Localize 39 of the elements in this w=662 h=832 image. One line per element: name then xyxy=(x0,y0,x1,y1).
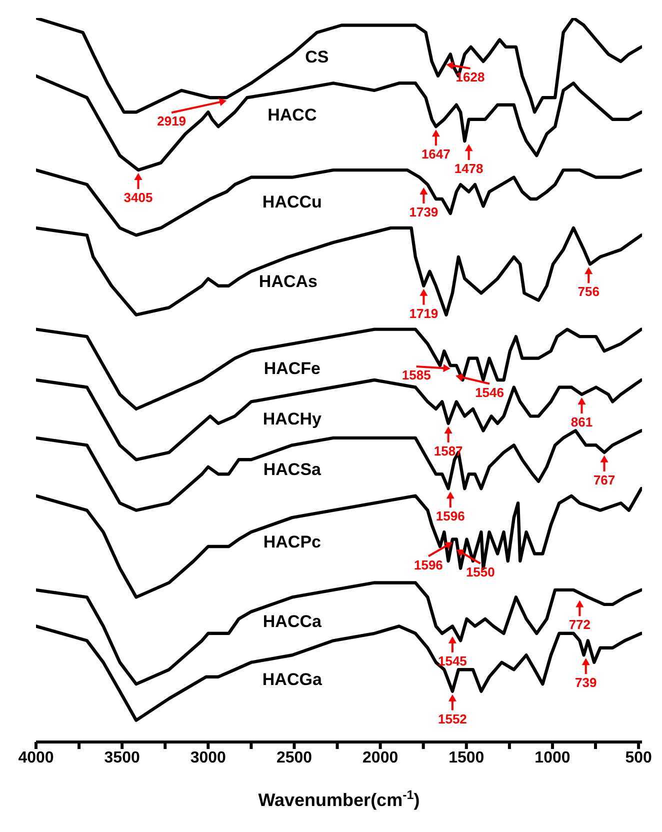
annotation: 1478 xyxy=(454,161,484,176)
annotation: 1545 xyxy=(438,653,467,668)
series-label: HACAs xyxy=(258,272,318,291)
x-tick-label: 3500 xyxy=(104,749,140,766)
annotation: 767 xyxy=(593,472,616,488)
annotation: 756 xyxy=(578,284,600,300)
series-label: CS xyxy=(305,47,329,66)
x-tick-label: 2500 xyxy=(276,749,312,766)
annotation: 1550 xyxy=(466,564,495,580)
x-tick-label: 4000 xyxy=(18,749,54,766)
x-tick-label: 1000 xyxy=(534,749,570,766)
series-label: HACCu xyxy=(262,192,322,212)
annotation: 861 xyxy=(570,414,593,430)
series-label: HACPc xyxy=(263,532,321,552)
annotation: 739 xyxy=(575,675,597,690)
x-axis-title: Wavenumber(cm$^{-1}$) xyxy=(258,788,420,810)
annotation: 1585 xyxy=(402,368,431,383)
annotation: 1546 xyxy=(475,384,504,400)
x-tick-label: 3000 xyxy=(190,749,226,766)
annotation: 1628 xyxy=(456,69,485,84)
x-tick-label: 500 xyxy=(625,749,652,766)
series-label: HACCa xyxy=(262,612,322,632)
x-tick-label: 1500 xyxy=(448,749,484,766)
annotation: 1739 xyxy=(409,204,438,220)
annotation: 1596 xyxy=(414,557,443,572)
annotation: 1647 xyxy=(421,146,450,162)
annotation: 1596 xyxy=(436,508,465,524)
annotation: 2919 xyxy=(157,114,186,129)
x-tick-label: 2000 xyxy=(362,749,398,766)
series-label: HACGa xyxy=(262,670,322,690)
annotation: 1719 xyxy=(409,306,438,321)
series-label: HACFe xyxy=(264,358,321,378)
annotation: 1587 xyxy=(434,443,463,458)
series-label: HACSa xyxy=(263,460,322,480)
annotation: 3405 xyxy=(124,190,153,206)
series-label: HACHy xyxy=(262,409,322,428)
annotation: 772 xyxy=(568,617,591,632)
annotation: 1552 xyxy=(438,711,467,726)
series-label: HACC xyxy=(268,105,317,124)
